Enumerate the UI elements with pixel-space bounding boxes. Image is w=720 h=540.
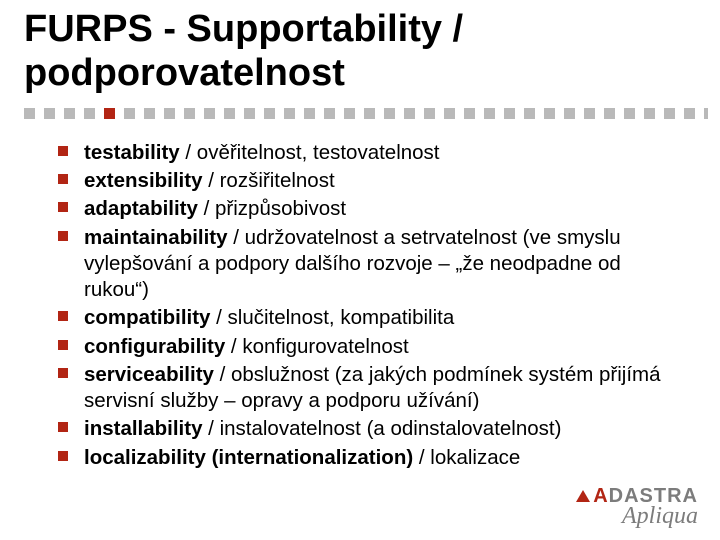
decorative-dot <box>404 108 415 119</box>
square-bullet-icon <box>58 146 68 156</box>
decorative-dot <box>284 108 295 119</box>
decorative-dot <box>84 108 95 119</box>
list-item: localizability (internationalization) / … <box>58 445 690 471</box>
list-item: serviceability / obslužnost (za jakých p… <box>58 362 690 414</box>
decorative-dots-row <box>24 108 708 120</box>
list-item-definition: / instalovatelnost (a odinstalovatelnost… <box>202 417 561 440</box>
list-item-definition: / přizpůsobivost <box>198 197 346 220</box>
list-item-term: testability <box>84 141 180 164</box>
decorative-dot <box>104 108 115 119</box>
list-item-definition: / slučitelnost, kompatibilita <box>210 306 454 329</box>
decorative-dot <box>24 108 35 119</box>
list-item-definition: / ověřitelnost, testovatelnost <box>180 141 440 164</box>
square-bullet-icon <box>58 311 68 321</box>
decorative-dot <box>304 108 315 119</box>
decorative-dot <box>504 108 515 119</box>
decorative-dot <box>704 108 708 119</box>
list-item: maintainability / udržovatelnost a setrv… <box>58 225 690 304</box>
logo-bottom-line: Apliqua <box>576 504 698 528</box>
list-item-term: configurability <box>84 335 225 358</box>
decorative-dot <box>424 108 435 119</box>
list-item-definition: / rozšiřitelnost <box>203 169 335 192</box>
decorative-dot <box>664 108 675 119</box>
decorative-dot <box>604 108 615 119</box>
list-item-term: adaptability <box>84 197 198 220</box>
decorative-dot <box>644 108 655 119</box>
decorative-dot <box>264 108 275 119</box>
decorative-dot <box>144 108 155 119</box>
decorative-dot <box>64 108 75 119</box>
square-bullet-icon <box>58 202 68 212</box>
decorative-dot <box>44 108 55 119</box>
list-item: compatibility / slučitelnost, kompatibil… <box>58 305 690 331</box>
square-bullet-icon <box>58 174 68 184</box>
decorative-dot <box>224 108 235 119</box>
square-bullet-icon <box>58 231 68 241</box>
decorative-dot <box>484 108 495 119</box>
decorative-dot <box>124 108 135 119</box>
list-item-definition: / lokalizace <box>413 446 520 469</box>
square-bullet-icon <box>58 368 68 378</box>
decorative-dot <box>684 108 695 119</box>
decorative-dot <box>364 108 375 119</box>
list-item-term: installability <box>84 417 202 440</box>
decorative-dot <box>244 108 255 119</box>
logo-prefix: A <box>593 485 608 507</box>
list-item: installability / instalovatelnost (a odi… <box>58 416 690 442</box>
list-item-term: localizability (internationalization) <box>84 446 413 469</box>
square-bullet-icon <box>58 340 68 350</box>
square-bullet-icon <box>58 422 68 432</box>
decorative-dot <box>164 108 175 119</box>
decorative-dot <box>624 108 635 119</box>
decorative-dot <box>204 108 215 119</box>
list-item-term: compatibility <box>84 306 210 329</box>
slide: FURPS - Supportability / podporovatelnos… <box>0 0 720 540</box>
list-item-term: extensibility <box>84 169 203 192</box>
list-item-definition: / konfigurovatelnost <box>225 335 408 358</box>
decorative-dot <box>324 108 335 119</box>
decorative-dot <box>464 108 475 119</box>
square-bullet-icon <box>58 451 68 461</box>
list-item: testability / ověřitelnost, testovatelno… <box>58 140 690 166</box>
decorative-dot <box>544 108 555 119</box>
decorative-dot <box>184 108 195 119</box>
decorative-dot <box>444 108 455 119</box>
decorative-dot <box>384 108 395 119</box>
logo-triangle-icon <box>576 490 590 502</box>
list-item: extensibility / rozšiřitelnost <box>58 168 690 194</box>
bullet-list: testability / ověřitelnost, testovatelno… <box>58 140 690 473</box>
decorative-dot <box>564 108 575 119</box>
slide-title: FURPS - Supportability / podporovatelnos… <box>24 8 696 95</box>
list-item-term: maintainability <box>84 226 228 249</box>
decorative-dot <box>344 108 355 119</box>
footer-logo: ADASTRA Apliqua <box>576 486 698 528</box>
decorative-dot <box>584 108 595 119</box>
list-item-term: serviceability <box>84 363 214 386</box>
decorative-dot <box>524 108 535 119</box>
list-item: adaptability / přizpůsobivost <box>58 196 690 222</box>
list-item: configurability / konfigurovatelnost <box>58 334 690 360</box>
